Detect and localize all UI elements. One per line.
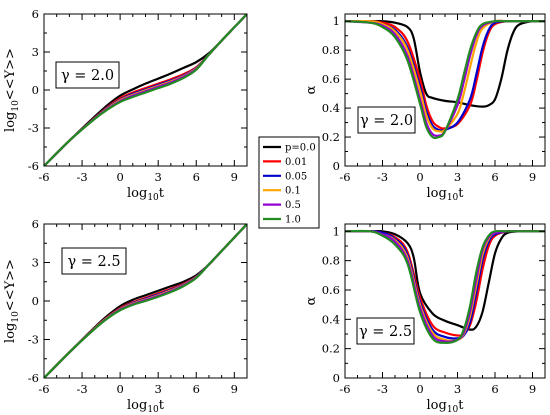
- x-tick-label: 9: [231, 382, 238, 396]
- y-tick-label: 0: [333, 371, 340, 385]
- legend-label: 0.1: [285, 186, 301, 197]
- y-axis-label: α: [304, 85, 319, 94]
- x-tick-label: 3: [155, 382, 162, 396]
- series-line-1-bottom-right: [345, 230, 545, 331]
- series-line-6-top-left: [44, 14, 247, 166]
- x-tick-label: 3: [454, 170, 461, 184]
- x-tick-label: 9: [231, 170, 238, 184]
- y-tick-label: -6: [28, 159, 39, 173]
- series-line-6-top-right: [345, 19, 545, 140]
- x-tick-label: -3: [377, 382, 388, 396]
- x-axis-label: log10t: [127, 186, 165, 203]
- series-line-6-bottom-right: [345, 229, 545, 344]
- y-axis-label: log10<<Y>>: [3, 259, 21, 343]
- y-tick-label: 0.6: [322, 72, 340, 86]
- y-tick-label: 0.6: [322, 283, 340, 297]
- series-line-4-top-left: [44, 14, 247, 166]
- plot-frame: [344, 13, 546, 167]
- gamma-annotation-box: [61, 247, 127, 275]
- x-tick-label: -3: [377, 170, 388, 184]
- gamma-annotation-box: [357, 106, 416, 134]
- y-tick-label: -3: [28, 121, 39, 135]
- legend: p=0.0 0.01 0.05 0.1 0.5 1.0: [258, 136, 320, 229]
- plot-frame: [344, 223, 546, 379]
- x-tick-label: 6: [491, 382, 498, 396]
- gamma-annotation-box: [356, 317, 415, 345]
- y-tick-label: 0.2: [322, 130, 340, 144]
- x-tick-label: -6: [38, 382, 49, 396]
- y-tick-label: 1: [333, 224, 340, 238]
- legend-box: [258, 136, 320, 229]
- x-tick-label: 0: [116, 382, 123, 396]
- x-tick-label: -6: [339, 170, 350, 184]
- legend-label: p=0.0: [285, 143, 316, 154]
- y-axis-label: log10<<Y>>: [3, 48, 21, 132]
- y-tick-label: 0.2: [322, 342, 340, 356]
- y-tick-label: 0: [32, 83, 39, 97]
- panel-bottom-right: -6 -3 0 3 6 9 0 0.2 0.4 0.6 0.8 1 log10t α γ = 2.5: [304, 223, 546, 415]
- y-tick-label: 6: [32, 7, 39, 21]
- panel-top-left: -6 -3 0 3 6 9 -6 -3 0 3 6 log10t log10<<Y>> γ = 2.0: [3, 7, 248, 203]
- y-tick-label: 0: [32, 294, 39, 308]
- x-axis-label: log10t: [427, 186, 465, 203]
- series-line-6-bottom-left: [44, 224, 247, 378]
- x-tick-label: 6: [193, 170, 200, 184]
- x-tick-label: 9: [529, 170, 536, 184]
- legend-label: 0.5: [285, 200, 301, 211]
- legend-label: 0.05: [285, 171, 307, 182]
- y-tick-label: 0.8: [322, 43, 340, 57]
- gamma-annotation: γ = 2.0: [61, 68, 114, 84]
- x-axis-label: log10t: [427, 398, 465, 415]
- y-tick-label: 3: [32, 45, 39, 59]
- y-tick-label: -6: [28, 371, 39, 385]
- legend-label: 0.01: [285, 157, 307, 168]
- x-tick-label: 0: [116, 170, 123, 184]
- y-tick-label: 0.4: [322, 101, 340, 115]
- series-line-1-top-right: [345, 19, 545, 108]
- x-tick-label: 0: [416, 382, 423, 396]
- x-tick-label: 6: [491, 170, 498, 184]
- y-tick-label: 3: [32, 256, 39, 270]
- y-tick-label: 1: [333, 14, 340, 28]
- x-tick-label: -3: [76, 170, 87, 184]
- x-tick-label: 0: [416, 170, 423, 184]
- x-tick-label: -6: [38, 170, 49, 184]
- x-tick-label: 6: [193, 382, 200, 396]
- gamma-annotation: γ = 2.5: [359, 324, 412, 340]
- gamma-annotation: γ = 2.0: [360, 113, 413, 129]
- x-tick-label: 9: [529, 382, 536, 396]
- gamma-annotation: γ = 2.5: [67, 254, 120, 270]
- y-tick-label: -3: [28, 333, 39, 347]
- panel-bottom-left: -6 -3 0 3 6 9 -6 -3 0 3 6 log10t log10<<Y>> γ = 2.5: [3, 217, 248, 415]
- gamma-annotation-box: [55, 61, 120, 89]
- legend-label: 1.0: [285, 215, 301, 226]
- y-axis-label: α: [304, 296, 319, 305]
- x-axis-label: log10t: [127, 398, 165, 415]
- x-tick-label: -3: [76, 382, 87, 396]
- x-tick-label: 3: [155, 170, 162, 184]
- y-tick-label: 0: [333, 159, 340, 173]
- x-tick-label: -6: [339, 382, 350, 396]
- y-tick-label: 6: [32, 217, 39, 231]
- y-tick-label: 0.8: [322, 254, 340, 268]
- panel-top-right: -6 -3 0 3 6 9 0 0.2 0.4 0.6 0.8 1 log10t α γ = 2.0: [304, 13, 546, 203]
- x-tick-label: 3: [454, 382, 461, 396]
- y-tick-label: 0.4: [322, 312, 340, 326]
